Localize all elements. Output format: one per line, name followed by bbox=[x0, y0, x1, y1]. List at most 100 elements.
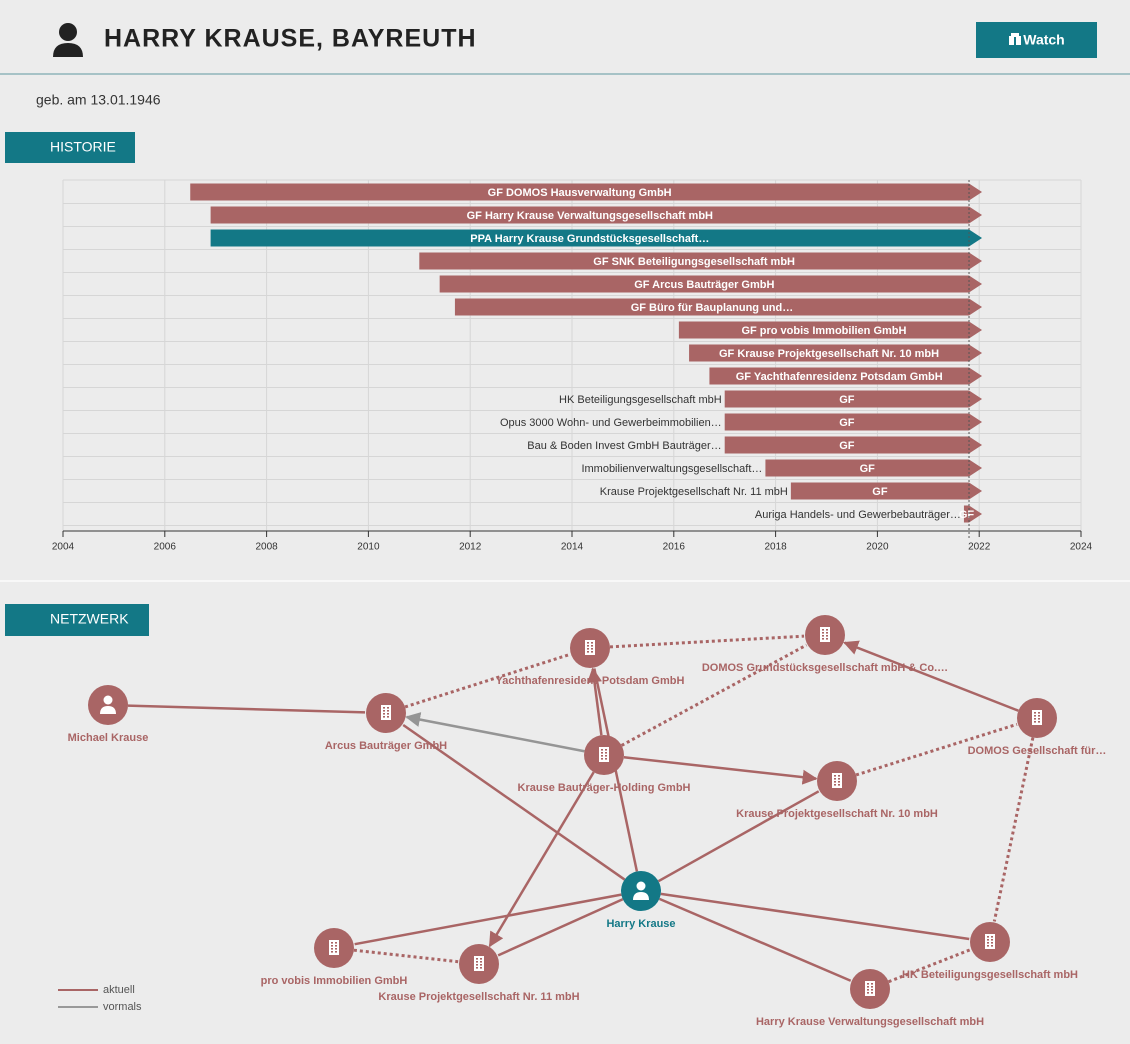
building-window bbox=[383, 716, 385, 718]
section-tab-label: NETZWERK bbox=[50, 611, 129, 627]
bar-label: GF bbox=[839, 417, 855, 429]
building-window bbox=[335, 942, 337, 944]
section-tab bbox=[5, 604, 149, 636]
building-window bbox=[838, 781, 840, 783]
building-window bbox=[871, 986, 873, 988]
x-tick-label: 2016 bbox=[663, 542, 686, 553]
watch-button-label[interactable]: Watch bbox=[1023, 32, 1064, 48]
timeline-bar bbox=[724, 413, 983, 431]
building-window bbox=[1038, 721, 1040, 723]
network-node-label: Krause Bauträger-Holding GmbH bbox=[518, 782, 691, 794]
page-title: HARRY KRAUSE, BAYREUTH bbox=[104, 25, 477, 53]
building-window bbox=[587, 642, 589, 644]
building-window bbox=[605, 755, 607, 757]
building-icon bbox=[985, 934, 995, 949]
building-window bbox=[867, 989, 869, 991]
x-tick-label: 2024 bbox=[1070, 542, 1093, 553]
bar-name: Opus 3000 Wohn- und Gewerbeimmobilien… bbox=[500, 417, 722, 429]
network-node-label: DOMOS Grundstücksgesellschaft mbH & Co.… bbox=[702, 662, 948, 674]
building-window bbox=[991, 942, 993, 944]
building-window bbox=[383, 713, 385, 715]
building-icon bbox=[599, 747, 609, 762]
building-window bbox=[991, 939, 993, 941]
building-window bbox=[335, 951, 337, 953]
bar-label: GF SNK Beteiligungsgesellschaft mbH bbox=[593, 256, 795, 268]
building-window bbox=[822, 629, 824, 631]
network-node-label: DOMOS Gesellschaft für… bbox=[968, 745, 1107, 757]
bar-label: GF Yachthafenresidenz Potsdam GmbH bbox=[736, 371, 943, 383]
bar-name: Krause Projektgesellschaft Nr. 11 mbH bbox=[600, 486, 788, 498]
network-node-label: Krause Projektgesellschaft Nr. 11 mbH bbox=[378, 991, 579, 1003]
network-node bbox=[88, 685, 128, 725]
timeline-bar bbox=[709, 367, 983, 385]
building-window bbox=[834, 784, 836, 786]
building-window bbox=[826, 635, 828, 637]
building-window bbox=[480, 961, 482, 963]
bar-name: Bau & Boden Invest GmbH Bauträger… bbox=[527, 440, 721, 452]
building-window bbox=[480, 967, 482, 969]
person-icon-body bbox=[100, 706, 116, 714]
bar-name: Auriga Handels- und Gewerbebauträger… bbox=[755, 509, 961, 521]
section-tab-label: HISTORIE bbox=[50, 139, 116, 155]
timeline-bar bbox=[689, 344, 983, 362]
building-window bbox=[476, 958, 478, 960]
building-window bbox=[867, 986, 869, 988]
birth-date: geb. am 13.01.1946 bbox=[36, 92, 161, 108]
bar-label: GF bbox=[860, 463, 876, 475]
bar-label: GF Arcus Bauträger GmbH bbox=[634, 279, 774, 291]
building-window bbox=[476, 964, 478, 966]
network-edge-dotted bbox=[992, 737, 1035, 922]
network-node-label: Krause Projektgesellschaft Nr. 10 mbH bbox=[736, 808, 938, 820]
x-tick-label: 2018 bbox=[764, 542, 787, 553]
building-icon bbox=[585, 640, 595, 655]
building-window bbox=[1038, 718, 1040, 720]
watch-button[interactable] bbox=[976, 22, 1097, 58]
timeline-bar bbox=[439, 275, 983, 293]
building-window bbox=[591, 642, 593, 644]
bar-label: GF bbox=[872, 486, 888, 498]
x-tick-label: 2012 bbox=[459, 542, 482, 553]
building-window bbox=[838, 784, 840, 786]
network-edge-dotted bbox=[404, 652, 571, 709]
network-node-label: Arcus Bauträger GmbH bbox=[325, 740, 447, 752]
bar-label: GF bbox=[839, 394, 855, 406]
building-icon bbox=[329, 940, 339, 955]
network-edge bbox=[405, 712, 585, 753]
building-window bbox=[591, 648, 593, 650]
timeline-bar bbox=[210, 206, 983, 224]
building-window bbox=[871, 992, 873, 994]
binoculars-icon bbox=[1009, 33, 1021, 45]
network-edge bbox=[623, 755, 818, 785]
building-window bbox=[871, 983, 873, 985]
building-window bbox=[822, 638, 824, 640]
building-window bbox=[826, 629, 828, 631]
x-tick-label: 2014 bbox=[561, 542, 584, 553]
timeline-bar bbox=[963, 505, 983, 523]
timeline-bar bbox=[790, 482, 983, 500]
building-window bbox=[1034, 718, 1036, 720]
network-edge-dotted bbox=[855, 722, 1018, 777]
timeline-bar bbox=[210, 229, 983, 247]
network-edge bbox=[657, 790, 820, 883]
building-icon bbox=[474, 956, 484, 971]
building-icon bbox=[820, 627, 830, 642]
building-window bbox=[335, 945, 337, 947]
building-window bbox=[331, 951, 333, 953]
building-window bbox=[987, 942, 989, 944]
x-tick-label: 2010 bbox=[357, 542, 380, 553]
building-window bbox=[822, 632, 824, 634]
bar-label: GF pro vobis Immobilien GmbH bbox=[741, 325, 906, 337]
person-icon-head bbox=[103, 695, 113, 705]
bar-label: GF bbox=[959, 509, 975, 521]
bar-label: GF Harry Krause Verwaltungsgesellschaft … bbox=[467, 210, 713, 222]
bar-label: GF Büro für Bauplanung und… bbox=[631, 302, 794, 314]
building-icon bbox=[381, 705, 391, 720]
building-window bbox=[605, 749, 607, 751]
building-window bbox=[1038, 712, 1040, 714]
building-window bbox=[1034, 715, 1036, 717]
network-node bbox=[621, 871, 661, 911]
bar-label: PPA Harry Krause Grundstücksgesellschaft… bbox=[470, 233, 709, 245]
building-window bbox=[587, 648, 589, 650]
building-window bbox=[383, 707, 385, 709]
